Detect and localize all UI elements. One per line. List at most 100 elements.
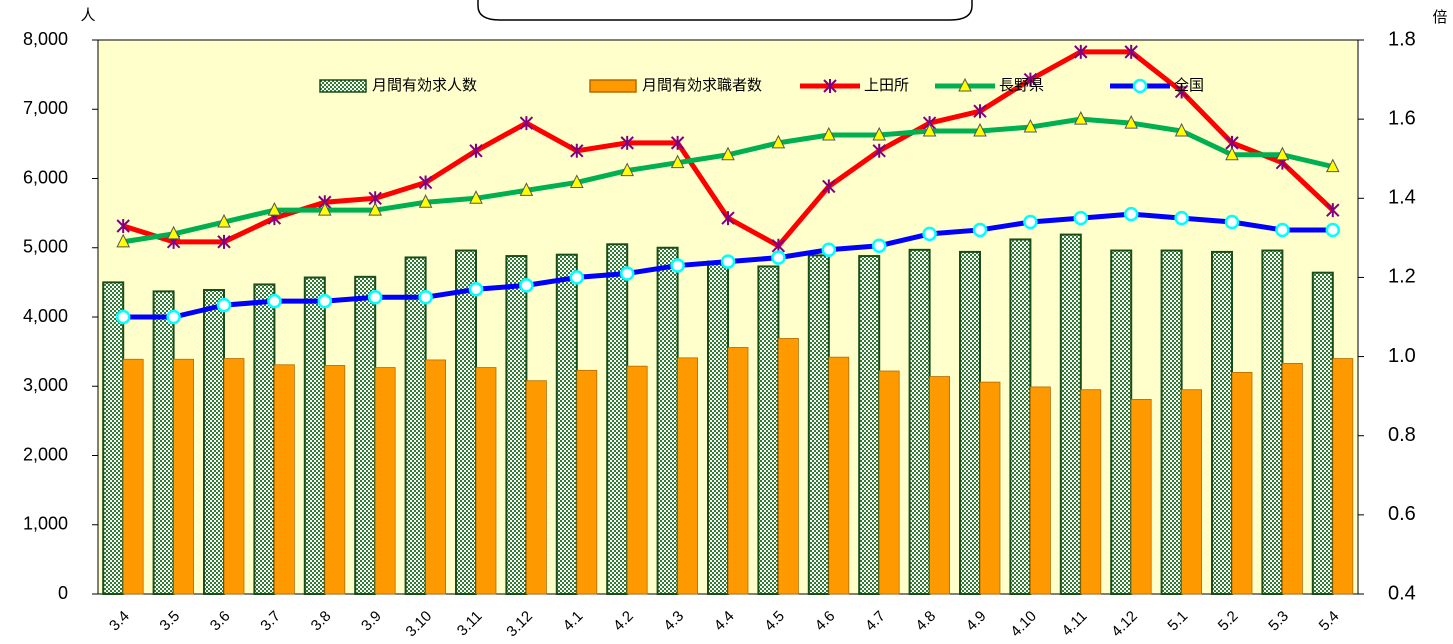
bar [1181, 389, 1202, 595]
legend-item: 上田所 [800, 77, 909, 94]
x-tick-label: 3.7 [257, 608, 284, 635]
line-marker [166, 309, 181, 325]
bar [1311, 271, 1334, 595]
line-marker [418, 289, 433, 305]
line-marker [670, 135, 685, 150]
x-tick-label: 4.5 [761, 608, 788, 635]
line-marker [267, 293, 282, 309]
line-marker [116, 233, 131, 248]
bar [253, 283, 276, 595]
x-tick-label: 4.9 [963, 608, 990, 635]
y2-tick-label: 1.0 [1388, 345, 1416, 367]
line-marker [317, 293, 333, 309]
line-marker [1325, 222, 1341, 238]
line-marker [367, 289, 383, 305]
line-marker [569, 174, 584, 188]
bar [374, 367, 396, 595]
bar [354, 275, 377, 595]
line-marker [620, 135, 634, 150]
bar [1261, 249, 1284, 596]
x-tick-label: 3.11 [454, 608, 486, 640]
line-marker [1124, 114, 1139, 129]
line-marker [958, 77, 972, 92]
line-marker [823, 79, 837, 93]
line-marker [468, 282, 484, 297]
bar [807, 254, 830, 595]
line-marker [1225, 146, 1239, 161]
x-tick-label: 3.4 [106, 608, 133, 635]
legend-label: 長野県 [999, 77, 1044, 94]
x-tick-label: 5.2 [1215, 608, 1242, 635]
line-marker [619, 266, 635, 281]
y2-tick-label: 0.8 [1388, 424, 1416, 446]
x-tick-label: 5.1 [1164, 608, 1191, 635]
line-marker [670, 258, 685, 273]
line-marker [670, 154, 685, 169]
bar [273, 364, 295, 595]
legend-item: 長野県 [935, 77, 1044, 94]
line-marker [1123, 206, 1139, 222]
line-marker [267, 202, 282, 216]
line-marker [1224, 214, 1240, 230]
bar [1160, 249, 1183, 596]
y-tick-label: 0 [58, 583, 68, 603]
line-marker [116, 218, 130, 233]
line-marker [519, 278, 534, 293]
y2-tick-label: 0.4 [1388, 582, 1416, 604]
line-marker [469, 143, 483, 158]
bar [1211, 250, 1233, 595]
bar [727, 347, 749, 595]
bar [677, 357, 698, 595]
bar [1059, 233, 1082, 595]
bar [404, 256, 427, 595]
bar [152, 290, 175, 595]
bar [425, 359, 447, 595]
line-marker [1023, 118, 1038, 133]
x-tick-label: 4.8 [912, 608, 939, 635]
line-marker [871, 238, 887, 254]
bar [526, 380, 547, 595]
line-marker [872, 143, 886, 158]
y2-axis-label: 倍 [1432, 9, 1447, 26]
bar [102, 281, 125, 595]
line-marker [1325, 158, 1340, 173]
x-tick-label: 4.7 [862, 608, 889, 635]
line-marker [1023, 214, 1038, 230]
bar [656, 246, 679, 595]
line-marker [1326, 203, 1340, 218]
bar [959, 250, 981, 595]
line-marker [721, 146, 735, 161]
y-tick-label: 3,000 [23, 375, 68, 395]
bar [1080, 389, 1102, 595]
line-marker [771, 250, 786, 265]
bar [475, 367, 497, 595]
line-marker [166, 225, 181, 240]
line-marker [570, 143, 584, 158]
x-tick-label: 5.3 [1265, 608, 1292, 635]
bar [1282, 362, 1303, 595]
line-marker [821, 126, 836, 141]
legend-label: 月間有効求人数 [372, 77, 477, 94]
line-marker [973, 104, 987, 119]
y2-tick-label: 1.4 [1388, 187, 1416, 209]
line-marker [922, 226, 937, 242]
legend-label: 全国 [1174, 76, 1204, 94]
x-tick-label: 5.4 [1316, 608, 1343, 635]
line-marker [821, 242, 837, 257]
y2-tick-label: 1.2 [1388, 266, 1416, 288]
title-box [477, 0, 973, 21]
x-tick-label: 4.11 [1059, 608, 1091, 640]
x-tick-label: 4.6 [812, 608, 839, 635]
line-marker [771, 134, 786, 149]
x-tick-label: 4.4 [711, 608, 738, 635]
bar [626, 365, 648, 595]
bar [1110, 249, 1133, 596]
x-tick-label: 4.2 [610, 608, 637, 635]
line-marker [1132, 78, 1148, 94]
line-marker [1023, 72, 1038, 87]
line-marker [620, 162, 635, 177]
y-tick-label: 8,000 [23, 29, 68, 49]
bar [878, 370, 900, 595]
bar [122, 358, 144, 595]
